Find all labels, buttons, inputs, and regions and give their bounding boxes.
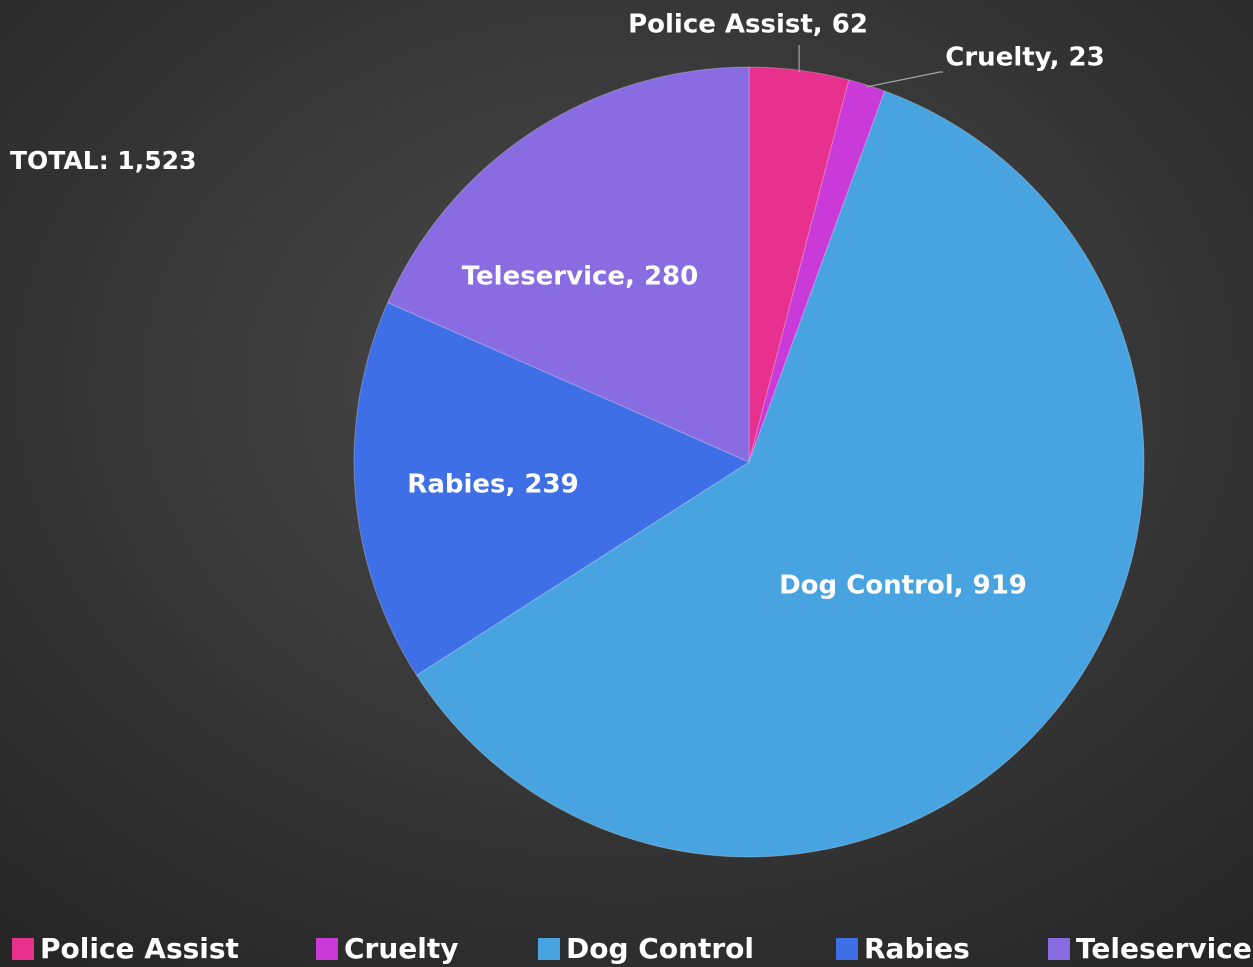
total-annotation: TOTAL: 1,523 [10, 146, 196, 175]
legend-swatch [316, 938, 338, 960]
pie-slice [386, 66, 750, 463]
data-label: Dog Control, 919 [779, 571, 1027, 601]
pie-slice [353, 301, 751, 676]
legend-swatch [836, 938, 858, 960]
legend-label: Rabies [864, 932, 970, 965]
legend-swatch [12, 938, 34, 960]
leader-line [866, 71, 943, 88]
data-label: Rabies, 239 [407, 470, 578, 500]
data-label: Teleservice, 280 [462, 262, 699, 292]
legend-swatch [1048, 938, 1070, 960]
legend-label: Teleservice [1076, 932, 1252, 965]
legend-label: Dog Control [566, 932, 754, 965]
legend-swatch [538, 938, 560, 960]
pie-slice [748, 79, 886, 463]
pie-slice [415, 90, 1145, 858]
data-label: Cruelty, 23 [945, 43, 1104, 73]
data-label: Police Assist, 62 [628, 10, 868, 40]
legend-label: Cruelty [344, 932, 459, 965]
legend-label: Police Assist [40, 932, 239, 965]
